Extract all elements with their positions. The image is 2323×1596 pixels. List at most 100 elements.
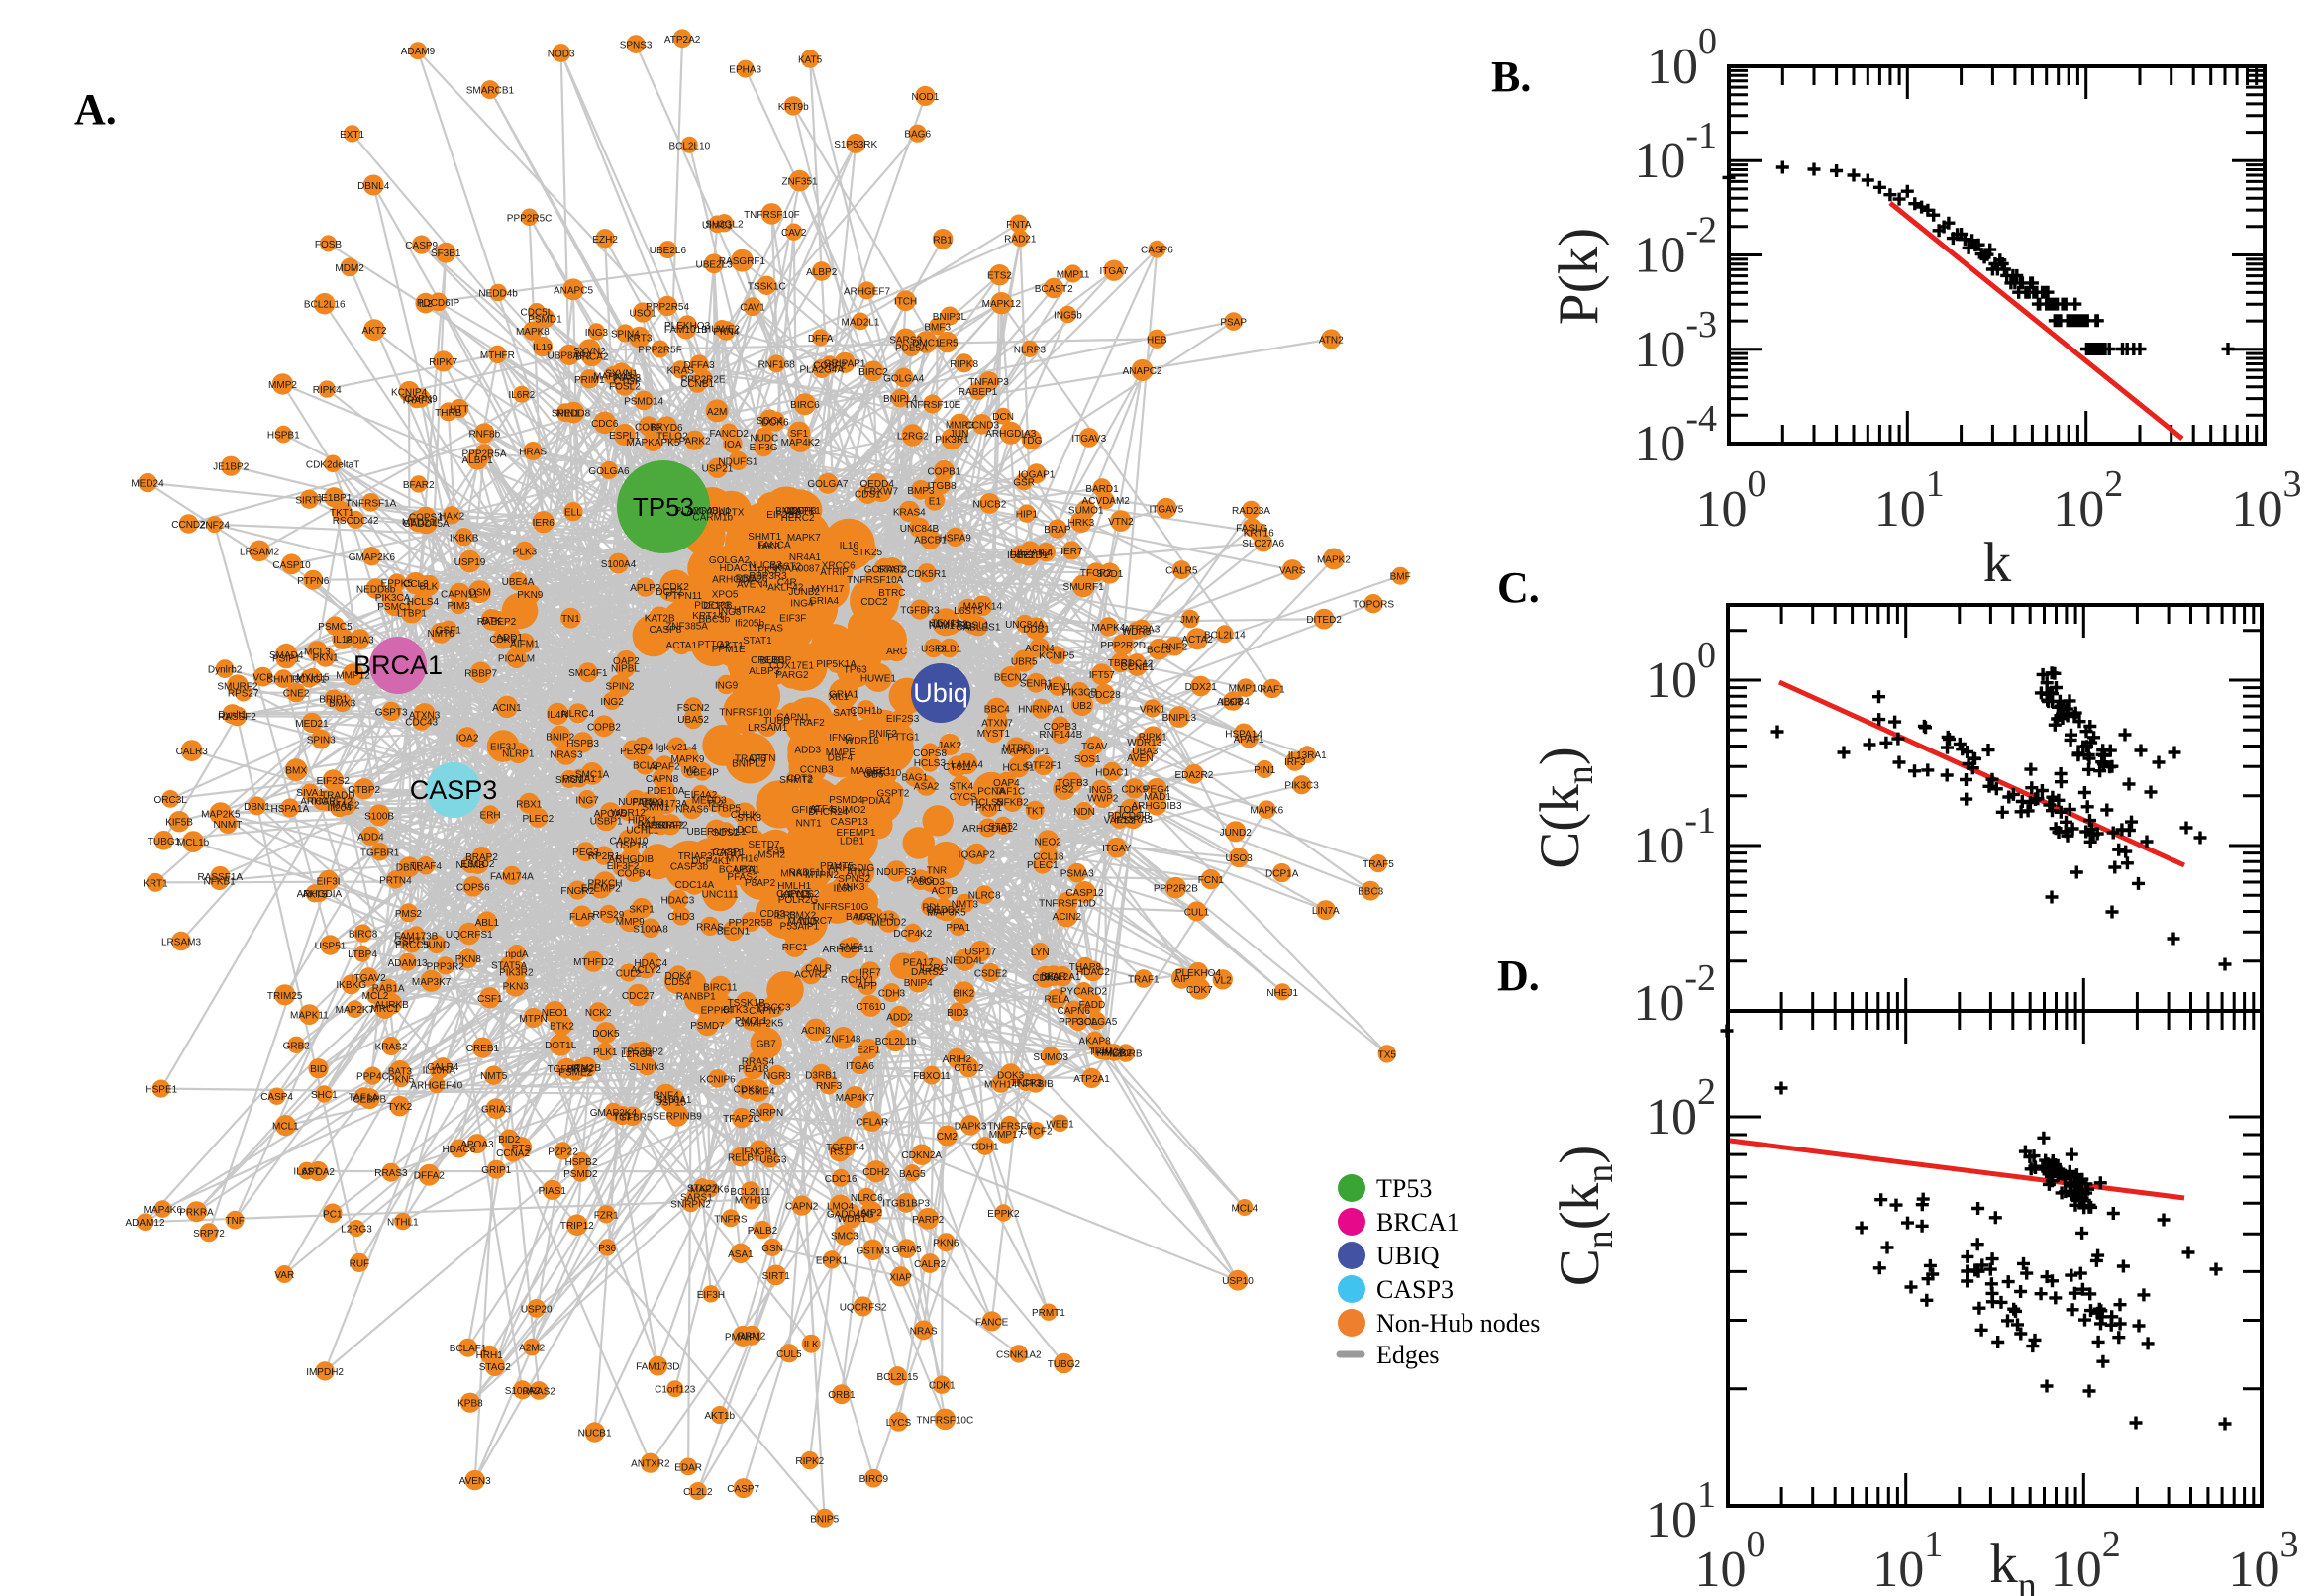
svg-text:BCLAF1: BCLAF1	[450, 1344, 487, 1354]
svg-text:CSF1: CSF1	[477, 994, 503, 1005]
svg-text:BIRC11: BIRC11	[703, 983, 738, 994]
svg-text:TNF: TNF	[225, 1216, 244, 1227]
svg-text:GOLGA6: GOLGA6	[588, 466, 630, 477]
svg-text:CD53: CD53	[760, 909, 786, 920]
svg-text:CPT2: CPT2	[787, 774, 813, 785]
svg-text:MMP3: MMP3	[946, 420, 974, 431]
svg-text:UIMC1: UIMC1	[702, 220, 734, 231]
svg-text:ATP2A2: ATP2A2	[664, 35, 701, 46]
svg-text:MAPK11: MAPK11	[290, 1011, 329, 1022]
svg-text:DCP4K2: DCP4K2	[893, 929, 932, 940]
svg-text:EDA2R2: EDA2R2	[1174, 770, 1213, 781]
svg-text:SOS1: SOS1	[1074, 754, 1101, 765]
svg-text:ERCC3: ERCC3	[758, 1002, 791, 1013]
svg-text:MAP2K5: MAP2K5	[201, 810, 241, 821]
svg-text:PIK3C3: PIK3C3	[1284, 781, 1319, 792]
svg-text:CTCFL: CTCFL	[784, 506, 817, 517]
svg-text:HMLH1: HMLH1	[777, 881, 811, 892]
svg-text:PARK2: PARK2	[679, 437, 711, 448]
svg-text:ACVDAM2: ACVDAM2	[1082, 496, 1131, 507]
svg-text:PKN6: PKN6	[933, 1239, 960, 1249]
svg-text:POLR2G: POLR2G	[778, 895, 819, 906]
svg-text:CCNA2: CCNA2	[496, 1148, 530, 1159]
svg-text:CABLES1: CABLES1	[956, 622, 1000, 633]
svg-text:CDS1: CDS1	[855, 490, 881, 501]
svg-text:WDR13: WDR13	[1127, 738, 1162, 748]
svg-text:PEA18: PEA18	[738, 1064, 769, 1075]
svg-text:RUF: RUF	[350, 1258, 370, 1269]
svg-text:ARHGDIA3: ARHGDIA3	[985, 429, 1037, 440]
svg-text:CFLAR: CFLAR	[856, 1118, 888, 1129]
svg-text:RS2: RS2	[1055, 785, 1074, 796]
svg-text:FOSB: FOSB	[315, 240, 343, 250]
svg-text:TEX11: TEX11	[931, 618, 960, 629]
svg-text:EPPK5: EPPK5	[381, 579, 414, 590]
svg-text:HIP1: HIP1	[1016, 510, 1039, 521]
svg-text:HSPA14: HSPA14	[1225, 730, 1262, 741]
svg-text:BCL2L10: BCL2L10	[668, 141, 710, 151]
svg-text:BRCA2: BRCA2	[575, 351, 609, 362]
svg-text:WEE1: WEE1	[1046, 1119, 1074, 1130]
svg-text:RAF1: RAF1	[1260, 685, 1285, 696]
svg-text:TCAP: TCAP	[309, 797, 336, 808]
svg-text:MCL2: MCL2	[362, 991, 389, 1002]
svg-text:USO1: USO1	[629, 309, 656, 320]
svg-text:HIPK1: HIPK1	[628, 815, 656, 826]
svg-text:CDC43: CDC43	[405, 718, 438, 729]
svg-text:EPHA3: EPHA3	[729, 65, 761, 76]
svg-text:CDC16: CDC16	[825, 1174, 858, 1185]
svg-text:TFCP2: TFCP2	[1080, 568, 1112, 579]
svg-text:PDE10B: PDE10B	[694, 600, 733, 611]
svg-text:DDX21: DDX21	[1185, 682, 1218, 693]
svg-text:CDC42: CDC42	[1121, 658, 1154, 669]
svg-text:MMPE: MMPE	[826, 748, 856, 758]
svg-text:HRH1: HRH1	[476, 1350, 504, 1361]
svg-text:SLNtrk3: SLNtrk3	[629, 1062, 665, 1073]
svg-text:DFFA3: DFFA3	[684, 360, 716, 371]
svg-text:PRKCH: PRKCH	[587, 879, 622, 890]
svg-text:IL4R3: IL4R3	[1007, 550, 1034, 561]
svg-text:XPO5: XPO5	[712, 589, 739, 600]
svg-text:CDK5R1: CDK5R1	[907, 569, 947, 580]
svg-text:TAF1C: TAF1C	[994, 786, 1025, 797]
svg-text:TNFRS: TNFRS	[714, 1214, 748, 1225]
svg-text:MNK3: MNK3	[838, 882, 865, 893]
svg-text:JAK2: JAK2	[938, 741, 961, 751]
svg-text:HSPB3: HSPB3	[566, 739, 599, 749]
svg-text:IER7: IER7	[1060, 547, 1083, 557]
svg-text:TRIM28: TRIM28	[1089, 1047, 1125, 1058]
svg-text:TGAV: TGAV	[1081, 742, 1108, 752]
svg-text:UCHL1: UCHL1	[626, 825, 658, 836]
svg-text:TDG: TDG	[1021, 436, 1042, 447]
svg-text:ABCB1: ABCB1	[914, 536, 947, 547]
svg-text:FLAR: FLAR	[569, 912, 595, 923]
svg-text:IL10RA: IL10RA	[423, 1065, 456, 1076]
svg-text:BECN1: BECN1	[717, 927, 751, 938]
svg-text:BNIP3L: BNIP3L	[933, 312, 967, 323]
svg-text:PSME4: PSME4	[742, 1087, 775, 1098]
svg-text:PYCARD2: PYCARD2	[1060, 987, 1108, 998]
svg-text:VCP: VCP	[252, 673, 273, 684]
svg-text:Dynlt1: Dynlt1	[218, 710, 247, 721]
svg-text:IOA: IOA	[724, 440, 742, 450]
svg-text:SF1: SF1	[790, 429, 809, 440]
svg-text:CCNB1: CCNB1	[680, 379, 714, 390]
svg-text:CAPN6: CAPN6	[1058, 1006, 1091, 1017]
svg-text:RNF168: RNF168	[758, 359, 796, 370]
svg-text:STK4: STK4	[949, 782, 973, 793]
svg-text:CDC6: CDC6	[591, 419, 619, 430]
svg-text:BNIPL2: BNIPL2	[732, 758, 766, 769]
svg-text:FNTA: FNTA	[1006, 220, 1032, 231]
svg-text:SOS2: SOS2	[712, 828, 739, 839]
svg-text:ERCC5: ERCC5	[395, 940, 429, 950]
svg-text:BCAST2: BCAST2	[1035, 284, 1073, 295]
svg-text:ANTXR2: ANTXR2	[631, 1459, 670, 1470]
svg-text:TRIM25: TRIM25	[267, 991, 303, 1002]
svg-text:DOK5: DOK5	[592, 1029, 620, 1040]
svg-text:MDM2: MDM2	[335, 263, 364, 274]
svg-text:CDC28: CDC28	[1088, 690, 1121, 701]
svg-text:BTK3: BTK3	[723, 1005, 748, 1016]
svg-text:BRCA1: BRCA1	[1376, 1208, 1460, 1237]
svg-text:GMAP2K5: GMAP2K5	[737, 1018, 784, 1029]
svg-text:APLP2: APLP2	[630, 583, 661, 594]
